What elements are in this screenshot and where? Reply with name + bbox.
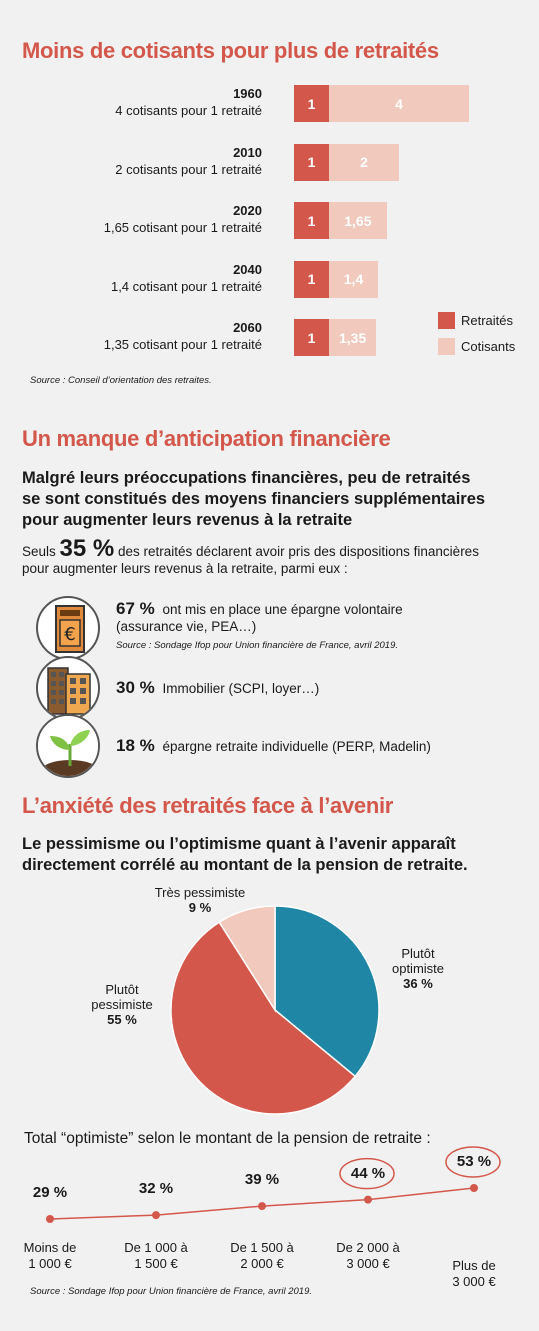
- intro-line: Malgré leurs préoccupations financières,…: [22, 469, 471, 487]
- pie-slice-name: optimiste: [391, 961, 445, 976]
- highlight-ellipse: [339, 1157, 395, 1190]
- legend-label-cotisants: Cotisants: [461, 339, 516, 354]
- bar-segment-cotisants: 1,65: [329, 202, 387, 239]
- intro-line: directement corrélé au montant de la pen…: [22, 856, 468, 874]
- bar-category-year: 2060: [233, 320, 262, 335]
- bar-segment-cotisants: 4: [329, 85, 469, 122]
- pie-label-plutot-optimiste: Plutôt optimiste 36 %: [378, 946, 458, 991]
- legend-swatch-cotisants: [438, 338, 455, 355]
- highlight-ellipse: [445, 1146, 501, 1178]
- line-category-label: Plus de 3 000 €: [429, 1258, 519, 1290]
- pie-slice-value: 9 %: [188, 900, 212, 915]
- bar-category-year: 2020: [233, 203, 262, 218]
- bar-category-description: 1,35 cotisant pour 1 retraité: [103, 337, 262, 352]
- legend-label-retraites: Retraités: [461, 313, 514, 328]
- line-point: [46, 1215, 54, 1223]
- seuls-word: Seuls: [22, 544, 56, 559]
- anticipation-intro: Malgré leurs préoccupations financières,…: [22, 468, 522, 531]
- pie-slice-name: Très pessimiste: [154, 885, 246, 900]
- bar-category-description: 2 cotisants pour 1 retraité: [115, 161, 262, 177]
- item-text: Immobilier (SCPI, loyer…): [162, 681, 320, 696]
- bar-segment-retraites: 1: [294, 202, 329, 239]
- building-icon: [36, 656, 100, 720]
- item-immobilier: 30 % Immobilier (SCPI, loyer…): [116, 678, 319, 698]
- line-value-label: 39 %: [244, 1171, 280, 1189]
- seuls-statement: Seuls 35 % des retraités déclarent avoir…: [22, 537, 532, 577]
- seuls-text: des retraités déclarent avoir pris des d…: [118, 544, 479, 559]
- item-epargne: 67 % ont mis en place une épargne volont…: [116, 600, 403, 654]
- pie-slice-optimiste: [274, 905, 380, 1078]
- item-text-line2: (assurance vie, PEA…): [116, 619, 257, 634]
- item-percent: 18 %: [116, 736, 155, 755]
- line-category-line: De 2 000 à: [336, 1240, 400, 1255]
- source-ifop-1: Source : Sondage Ifop pour Union financi…: [116, 640, 399, 651]
- pie-slice-name: pessimiste: [91, 997, 153, 1012]
- pie-slice-value: 55 %: [107, 1012, 137, 1027]
- euro-document-icon: €: [36, 596, 100, 660]
- item-epargne-retraite: 18 % épargne retraite individuelle (PERP…: [116, 736, 431, 756]
- line-category-line: Moins de: [23, 1240, 77, 1255]
- item-percent: 67 %: [116, 599, 155, 618]
- source-ifop-2: Source : Sondage Ifop pour Union financi…: [30, 1286, 313, 1297]
- bar-category-description: 1,65 cotisant pour 1 retraité: [103, 220, 262, 235]
- seuls-percent: 35 %: [59, 535, 115, 562]
- section-title-anticipation: Un manque d’anticipation financière: [22, 426, 391, 451]
- bar-segment-retraites: 1: [294, 260, 329, 298]
- bar-category-year: 2010: [233, 144, 262, 160]
- bar-segment-retraites: 1: [294, 143, 329, 181]
- pie-slice-value: 36 %: [403, 976, 433, 991]
- svg-text:€: €: [64, 624, 75, 645]
- line-category-line: Plus de: [452, 1258, 496, 1273]
- line-category-line: 1 000 €: [28, 1256, 72, 1271]
- line-point: [364, 1195, 372, 1204]
- intro-line: Le pessimisme ou l’optimisme quant à l’a…: [22, 835, 456, 853]
- line-point: [258, 1202, 266, 1211]
- intro-line: se sont constitués des moyens financiers…: [22, 490, 486, 508]
- section-title-anxiety: L’anxiété des retraités face à l’avenir: [22, 793, 394, 818]
- line-category-label: Moins de 1 000 €: [5, 1240, 95, 1272]
- item-text: épargne retraite individuelle (PERP, Mad…: [162, 739, 431, 754]
- bar-segment-cotisants: 2: [329, 143, 399, 181]
- bar-segment-retraites: 1: [294, 319, 329, 356]
- legend-swatch-retraites: [438, 312, 455, 329]
- bar-segment-retraites: 1: [294, 85, 329, 122]
- line-category-line: 2 000 €: [240, 1256, 284, 1271]
- line-category-line: 1 500 €: [134, 1256, 178, 1271]
- bar-category-description: 4 cotisants pour 1 retraité: [115, 103, 262, 118]
- pie-slice-pessimiste: [170, 921, 357, 1115]
- line-value-label: 32 %: [138, 1180, 174, 1198]
- pie-slice-name: Plutôt: [105, 982, 139, 997]
- pie-slice-tres-pessimiste: [218, 905, 276, 1013]
- bar-segment-cotisants: 1,35: [329, 319, 377, 356]
- line-category-line: De 1 500 à: [230, 1240, 294, 1255]
- bar-segment-cotisants: 1,4: [329, 260, 378, 298]
- line-category-line: 3 000 €: [346, 1256, 390, 1271]
- line-point: [470, 1184, 478, 1192]
- line-value-label: 53 %: [456, 1153, 492, 1170]
- bar-category-description: 1,4 cotisant pour 1 retraité: [110, 278, 262, 294]
- plant-icon: [36, 714, 100, 778]
- line-category-line: De 1 000 à: [124, 1240, 188, 1255]
- item-text: ont mis en place une épargne volontaire: [162, 602, 403, 617]
- line-value-label: 44 %: [350, 1164, 386, 1182]
- intro-line: pour augmenter leurs revenus à la retrai…: [22, 511, 353, 529]
- line-value-label: 29 %: [32, 1184, 68, 1201]
- source-cor: Source : Conseil d’orientation des retra…: [30, 375, 212, 386]
- pie-slice-name: Plutôt: [401, 946, 435, 961]
- anxiety-intro: Le pessimisme ou l’optimisme quant à l’a…: [22, 834, 522, 876]
- pie-label-plutot-pessimiste: Plutôt pessimiste 55 %: [82, 982, 162, 1027]
- seuls-text-line2: pour augmenter leurs revenus à la retrai…: [22, 561, 348, 576]
- pie-label-tres-pessimiste: Très pessimiste 9 %: [140, 885, 260, 915]
- line-point: [152, 1211, 160, 1220]
- bar-category-year: 1960: [233, 86, 262, 101]
- line-chart-title: Total “optimiste” selon le montant de la…: [24, 1130, 431, 1147]
- bar-category-year: 2040: [233, 261, 262, 277]
- item-percent: 30 %: [116, 678, 155, 697]
- section-title-contributors: Moins de cotisants pour plus de retraité…: [22, 38, 439, 63]
- line-category-line: 3 000 €: [452, 1274, 496, 1289]
